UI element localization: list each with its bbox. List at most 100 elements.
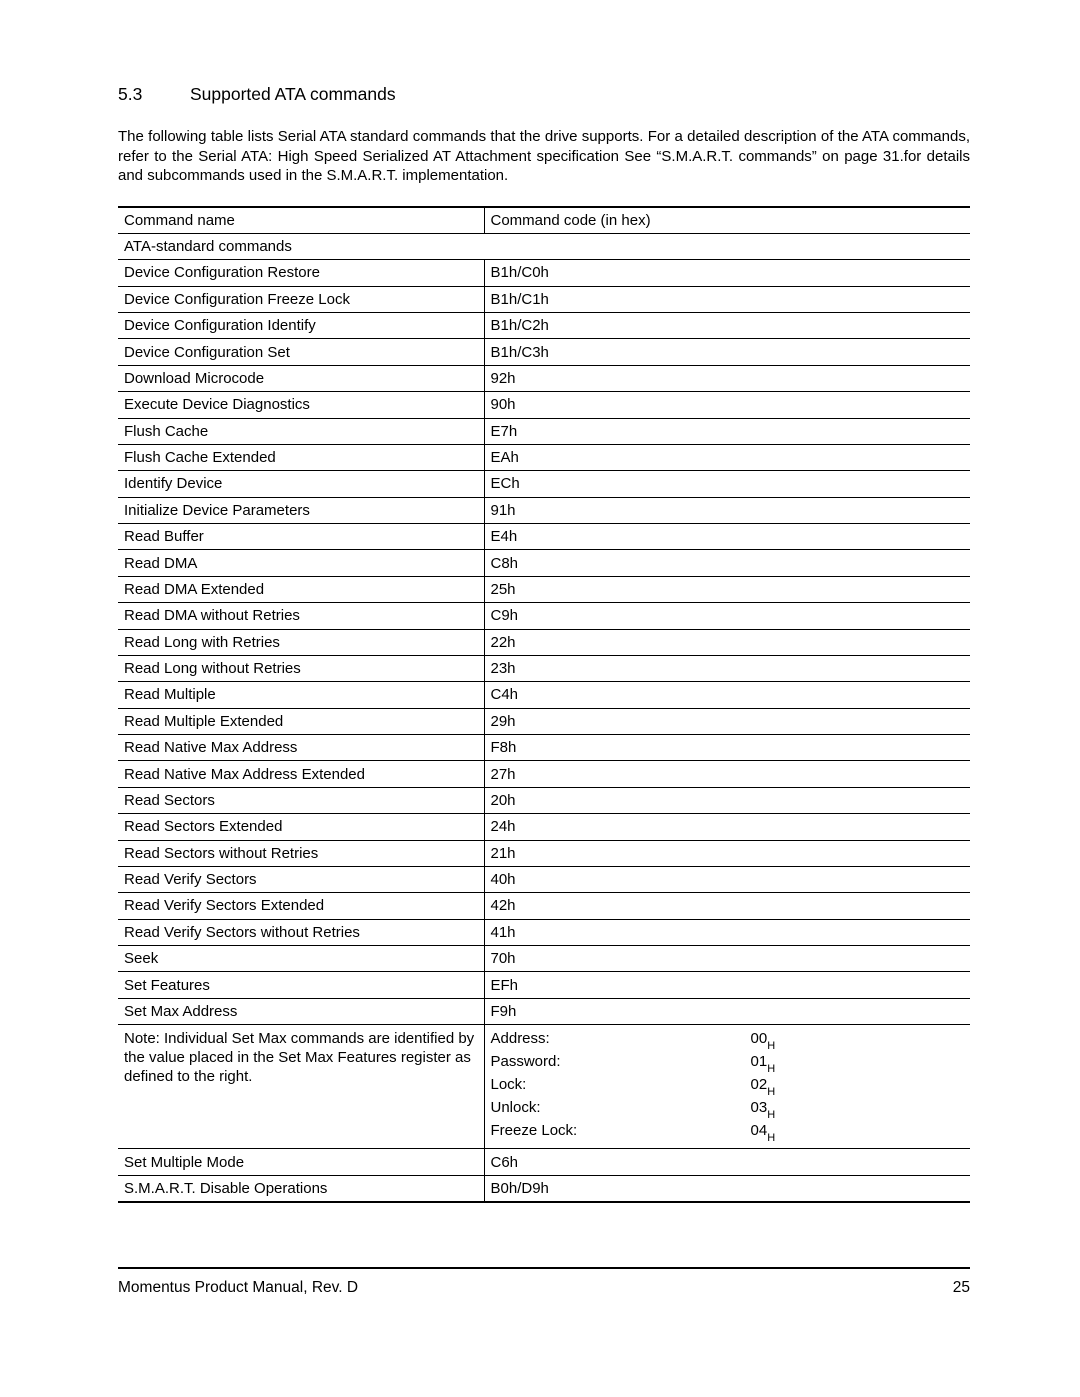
table-row: Set Max AddressF9h [118,998,970,1024]
cmd-name: Read DMA [118,550,484,576]
cmd-name: Device Configuration Set [118,339,484,365]
cmd-code: F9h [484,998,970,1024]
table-row: Device Configuration RestoreB1h/C0h [118,260,970,286]
cmd-name: Read Sectors without Retries [118,840,484,866]
footer-page-number: 25 [953,1279,970,1297]
section-number: 5.3 [118,84,190,105]
table-row: Read Native Max AddressF8h [118,735,970,761]
cmd-code: 42h [484,893,970,919]
table-row: Identify DeviceECh [118,471,970,497]
cmd-name: Read Verify Sectors [118,866,484,892]
cmd-code: C4h [484,682,970,708]
section-row: ATA-standard commands [118,233,970,259]
cmd-code: 41h [484,919,970,945]
cmd-code: EAh [484,444,970,470]
cmd-code: B1h/C2h [484,313,970,339]
cmd-name: Flush Cache [118,418,484,444]
cmd-code: F8h [484,735,970,761]
commands-table: Command nameCommand code (in hex)ATA-sta… [118,206,970,1204]
cmd-name: Read DMA Extended [118,576,484,602]
table-row: S.M.A.R.T. Disable OperationsB0h/D9h [118,1175,970,1202]
cmd-code: B0h/D9h [484,1175,970,1202]
cmd-code: E4h [484,524,970,550]
cmd-code: B1h/C1h [484,286,970,312]
cmd-code: E7h [484,418,970,444]
table-row: Set Multiple ModeC6h [118,1149,970,1175]
cmd-code: 22h [484,629,970,655]
cmd-name: Read DMA without Retries [118,603,484,629]
th-command-code: Command code (in hex) [484,207,970,234]
cmd-name: Set Multiple Mode [118,1149,484,1175]
cmd-code: 90h [484,392,970,418]
footer-left: Momentus Product Manual, Rev. D [118,1279,358,1297]
cmd-code: 92h [484,365,970,391]
note-right: Address:00HPassword:01HLock:02HUnlock:03… [484,1025,970,1149]
cmd-code: 21h [484,840,970,866]
cmd-name: Flush Cache Extended [118,444,484,470]
table-row: Read Verify Sectors Extended42h [118,893,970,919]
cmd-code: C8h [484,550,970,576]
table-row: Read DMAC8h [118,550,970,576]
note-left: Note: Individual Set Max commands are id… [118,1025,484,1149]
cmd-name: Device Configuration Restore [118,260,484,286]
table-row: Read BufferE4h [118,524,970,550]
table-row: Execute Device Diagnostics90h [118,392,970,418]
cmd-code: 25h [484,576,970,602]
cmd-code: 27h [484,761,970,787]
cmd-code: C6h [484,1149,970,1175]
cmd-code: ECh [484,471,970,497]
cmd-code: 91h [484,497,970,523]
table-row: Set FeaturesEFh [118,972,970,998]
cmd-name: Read Verify Sectors without Retries [118,919,484,945]
cmd-code: 70h [484,946,970,972]
commands-tbody: Command nameCommand code (in hex)ATA-sta… [118,207,970,1203]
cmd-name: Seek [118,946,484,972]
cmd-code: 29h [484,708,970,734]
cmd-code: 24h [484,814,970,840]
table-row: Read Verify Sectors40h [118,866,970,892]
cmd-code: 40h [484,866,970,892]
cmd-name: Read Native Max Address Extended [118,761,484,787]
cmd-name: Download Microcode [118,365,484,391]
table-row: Device Configuration SetB1h/C3h [118,339,970,365]
section-title: Supported ATA commands [190,84,396,105]
page-footer: Momentus Product Manual, Rev. D 25 [118,1267,970,1297]
cmd-name: Device Configuration Freeze Lock [118,286,484,312]
cmd-code: EFh [484,972,970,998]
cmd-code: C9h [484,603,970,629]
th-command-name: Command name [118,207,484,234]
table-row: Initialize Device Parameters91h [118,497,970,523]
table-row: Read Verify Sectors without Retries41h [118,919,970,945]
table-row: Read DMA without RetriesC9h [118,603,970,629]
table-row: Flush Cache ExtendedEAh [118,444,970,470]
table-row: Read Multiple Extended29h [118,708,970,734]
table-row: Read MultipleC4h [118,682,970,708]
cmd-name: Set Features [118,972,484,998]
cmd-code: 20h [484,787,970,813]
cmd-name: Identify Device [118,471,484,497]
table-row: Read Sectors20h [118,787,970,813]
table-row: Read Sectors Extended24h [118,814,970,840]
table-row: Flush CacheE7h [118,418,970,444]
table-row: Read Native Max Address Extended27h [118,761,970,787]
cmd-code: B1h/C0h [484,260,970,286]
cmd-name: Read Verify Sectors Extended [118,893,484,919]
cmd-name: Read Sectors [118,787,484,813]
cmd-name: Execute Device Diagnostics [118,392,484,418]
table-row: Device Configuration IdentifyB1h/C2h [118,313,970,339]
cmd-name: Read Sectors Extended [118,814,484,840]
table-row: Read Sectors without Retries21h [118,840,970,866]
cmd-name: Device Configuration Identify [118,313,484,339]
cmd-name: Read Multiple [118,682,484,708]
table-row: Seek70h [118,946,970,972]
cmd-name: Initialize Device Parameters [118,497,484,523]
table-row: Download Microcode92h [118,365,970,391]
intro-paragraph: The following table lists Serial ATA sta… [118,127,970,186]
table-row: Device Configuration Freeze LockB1h/C1h [118,286,970,312]
cmd-name: Read Long without Retries [118,655,484,681]
cmd-name: Read Native Max Address [118,735,484,761]
cmd-name: Read Buffer [118,524,484,550]
table-row: Read Long with Retries22h [118,629,970,655]
cmd-code: B1h/C3h [484,339,970,365]
table-row: Read Long without Retries23h [118,655,970,681]
